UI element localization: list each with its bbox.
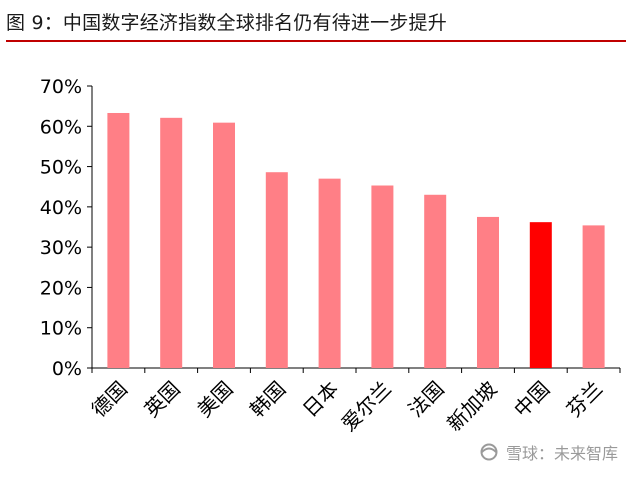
bar	[424, 194, 447, 368]
figure-title: 图 9：中国数字经济指数全球排名仍有待进一步提升	[6, 12, 447, 34]
x-tick-label: 韩国	[245, 377, 290, 422]
snowball-logo-icon	[480, 443, 498, 461]
x-tick-label: 德国	[87, 377, 132, 422]
x-tick-label: 美国	[192, 377, 237, 422]
bar	[529, 222, 552, 368]
y-tick-label: 30%	[40, 237, 82, 259]
y-tick-label: 20%	[40, 277, 82, 299]
y-tick-label: 60%	[40, 116, 82, 138]
y-tick-label: 10%	[40, 318, 82, 340]
watermark-text: 雪球：未来智库	[505, 444, 618, 463]
y-tick-label: 50%	[40, 157, 82, 179]
x-tick-label: 新加坡	[442, 377, 501, 436]
y-tick-label: 40%	[40, 197, 82, 219]
bar	[213, 122, 235, 368]
x-tick-label: 日本	[298, 377, 343, 422]
x-tick-label: 芬兰	[562, 377, 607, 422]
y-tick-label: 0%	[52, 358, 82, 380]
x-tick-label: 中国	[509, 377, 554, 422]
chart-bars	[107, 112, 605, 369]
y-tick-labels: 0% 10% 20% 30% 40% 50% 60% 70%	[40, 76, 82, 380]
bar	[160, 117, 183, 368]
bar	[265, 172, 288, 368]
bar	[318, 178, 341, 368]
bar	[582, 225, 605, 368]
y-tick-label: 70%	[40, 76, 82, 98]
x-tick-label: 法国	[403, 377, 448, 422]
bar	[477, 216, 499, 368]
bar	[107, 112, 130, 369]
title-divider	[6, 40, 626, 42]
x-tick-label: 英国	[139, 377, 184, 422]
watermark: 雪球：未来智库	[476, 440, 618, 464]
x-tick-label: 爱尔兰	[337, 377, 396, 436]
bar	[371, 185, 394, 368]
